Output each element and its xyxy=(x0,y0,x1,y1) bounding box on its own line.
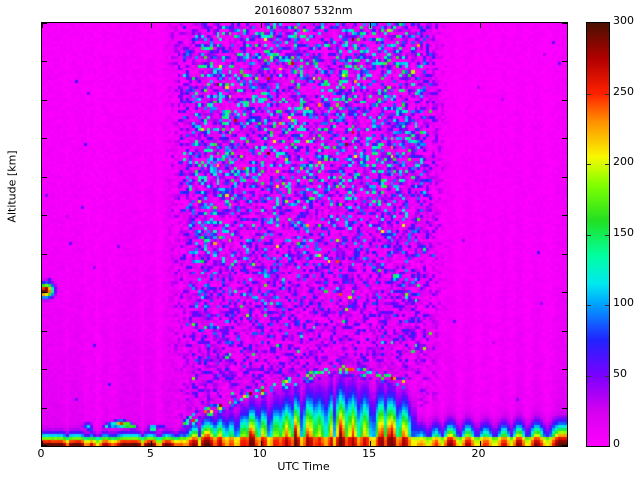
colorbar-tick-mark xyxy=(587,93,591,95)
y-tick-mark xyxy=(42,369,47,371)
y-tick-mark xyxy=(562,253,567,255)
x-tick-mark xyxy=(370,23,372,28)
y-tick-mark xyxy=(42,99,47,101)
y-tick-mark xyxy=(42,215,47,217)
colorbar-tick-label-50: 50 xyxy=(613,366,627,380)
colorbar-gradient xyxy=(587,23,609,446)
y-tick-mark xyxy=(42,292,47,294)
y-tick-mark xyxy=(562,176,567,178)
y-tick-mark xyxy=(562,445,567,446)
colorbar xyxy=(586,22,610,447)
y-tick-mark xyxy=(42,253,47,255)
colorbar-tick-mark xyxy=(587,375,591,377)
colorbar-tick-label-200: 200 xyxy=(613,155,634,168)
x-tick-mark xyxy=(479,441,481,446)
y-tick-mark xyxy=(42,407,47,409)
y-tick-mark xyxy=(42,61,47,63)
y-tick-mark xyxy=(562,61,567,63)
colorbar-tick-mark xyxy=(587,305,591,306)
y-tick-mark xyxy=(42,330,47,332)
y-tick-mark xyxy=(562,23,567,24)
plot-area xyxy=(41,22,568,447)
colorbar-tick-mark xyxy=(605,234,609,236)
y-tick-mark xyxy=(562,99,567,101)
x-tick-mark xyxy=(260,441,262,446)
y-tick-mark xyxy=(42,138,47,140)
colorbar-tick-mark xyxy=(605,93,609,95)
x-tick-mark xyxy=(260,23,262,28)
x-tick-label-5: 5 xyxy=(146,447,154,460)
x-axis-label: UTC Time xyxy=(277,460,330,473)
y-tick-mark xyxy=(562,369,567,371)
colorbar-tick-label-150: 150 xyxy=(613,225,634,239)
x-tick-mark xyxy=(479,23,481,28)
y-tick-mark xyxy=(562,407,567,409)
y-tick-mark xyxy=(562,330,567,332)
x-tick-mark xyxy=(151,23,153,28)
colorbar-tick-label-300: 300 xyxy=(613,14,634,27)
x-tick-mark xyxy=(42,23,43,28)
colorbar-tick-mark xyxy=(605,375,609,377)
x-tick-mark xyxy=(370,441,372,446)
x-tick-mark xyxy=(42,441,43,446)
y-tick-mark xyxy=(562,292,567,294)
y-tick-mark xyxy=(562,138,567,140)
heatmap-canvas xyxy=(42,23,567,446)
x-tick-label-20: 20 xyxy=(471,447,486,460)
y-tick-mark xyxy=(42,23,47,24)
colorbar-tick-mark xyxy=(587,164,591,165)
page-title: 20160807 532nm xyxy=(254,4,353,17)
y-tick-mark xyxy=(562,215,567,217)
y-tick-mark xyxy=(42,176,47,178)
colorbar-tick-label-100: 100 xyxy=(613,296,634,309)
x-tick-label-15: 15 xyxy=(362,447,377,460)
colorbar-tick-mark xyxy=(605,164,609,165)
y-tick-mark xyxy=(42,445,47,446)
x-tick-mark xyxy=(151,441,153,446)
colorbar-tick-label-0: 0 xyxy=(613,437,620,450)
colorbar-tick-label-250: 250 xyxy=(613,84,634,98)
colorbar-tick-mark xyxy=(605,305,609,306)
colorbar-tick-mark xyxy=(587,234,591,236)
x-tick-label-0: 0 xyxy=(37,447,45,460)
x-tick-label-10: 10 xyxy=(252,447,267,460)
y-axis-label: Altitude [km] xyxy=(5,150,19,223)
